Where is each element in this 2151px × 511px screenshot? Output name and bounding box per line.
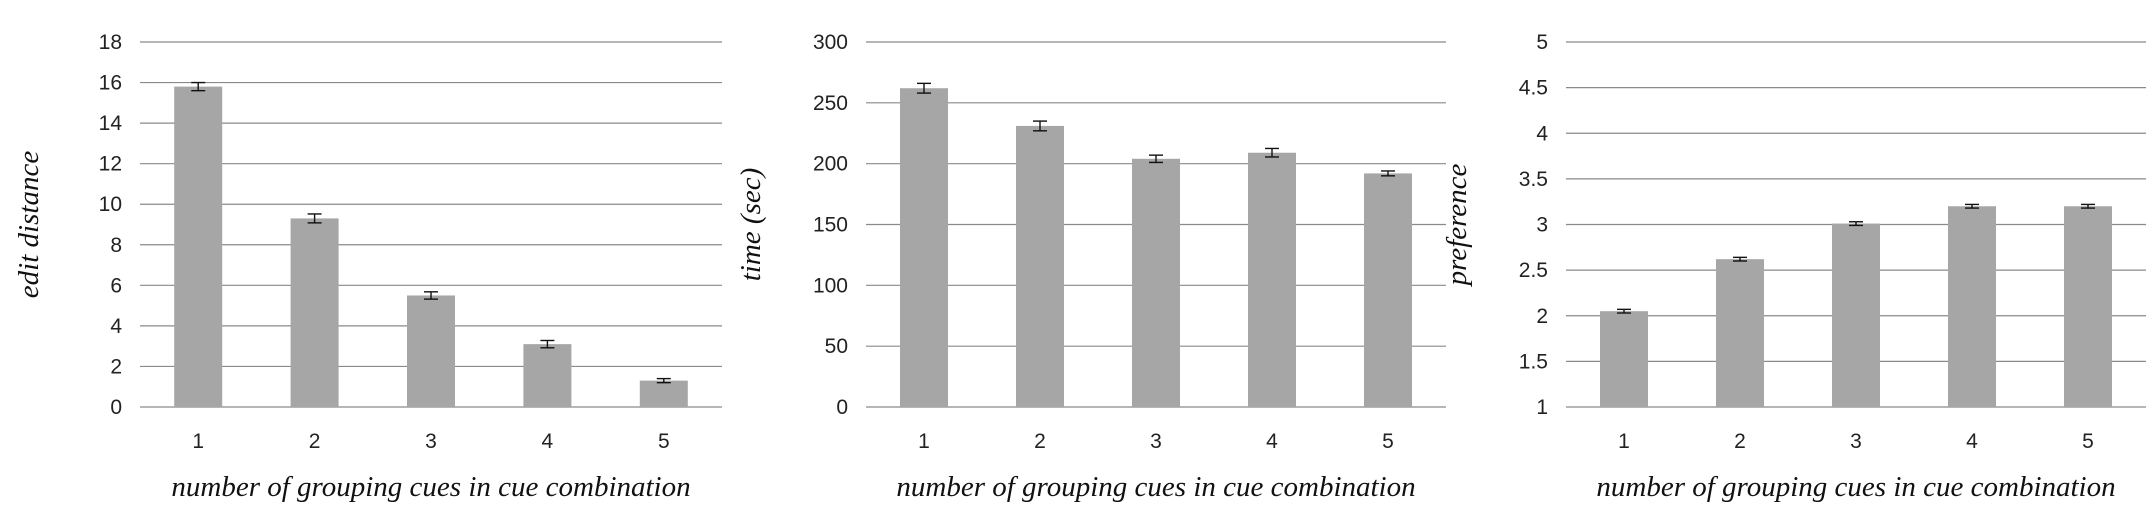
x-tick-label: 3: [425, 430, 437, 453]
bar: [639, 380, 688, 407]
x-axis-title: number of grouping cues in cue combinati…: [896, 471, 1415, 503]
error-bar: [307, 213, 322, 224]
bar: [523, 344, 572, 407]
error-bar: [917, 82, 931, 94]
bar: [2064, 206, 2112, 407]
error-bar: [424, 291, 438, 300]
x-axis-title: number of grouping cues in cue combinati…: [171, 471, 690, 503]
bar: [1716, 259, 1764, 407]
error-bar: [1617, 308, 1631, 314]
chart-panel-3: 1 1.5 2 2.5 3 3.5 4 4.5 5 1 2 3 4 5 number of grouping…: [1441, 31, 2146, 503]
y-tick-label: 18: [99, 31, 122, 54]
y-tick-label: 16: [99, 72, 122, 95]
x-tick-label: 2: [1034, 430, 1046, 453]
x-tick-label: 3: [1150, 430, 1162, 453]
x-tick-label: 4: [1966, 430, 1978, 453]
y-tick-label: 0: [836, 396, 848, 419]
x-tick-label: 1: [192, 430, 204, 453]
bar: [1600, 311, 1648, 407]
y-tick-label: 4.5: [1519, 77, 1548, 100]
x-tick-label: 4: [1266, 430, 1278, 453]
y-tick-label: 1.5: [1519, 350, 1548, 373]
y-tick-label: 2.5: [1519, 259, 1548, 282]
x-tick-label: 5: [658, 430, 670, 453]
bar: [407, 295, 455, 407]
bar: [174, 86, 223, 407]
error-bar: [1149, 154, 1163, 164]
error-bar: [1265, 147, 1279, 158]
bar: [1832, 223, 1880, 407]
x-tick-label: 2: [1734, 430, 1746, 453]
x-tick-label: 1: [918, 430, 930, 453]
y-tick-label: 8: [110, 234, 122, 257]
error-bar: [540, 339, 555, 349]
y-tick-label: 200: [813, 153, 848, 176]
error-bar: [2081, 203, 2095, 209]
x-tick-label: 5: [1382, 430, 1394, 453]
y-tick-label: 10: [99, 193, 122, 216]
y-tick-label: 6: [110, 274, 122, 297]
x-tick-label: 5: [2082, 430, 2094, 453]
y-tick-label: 2: [1536, 305, 1548, 328]
bar: [1948, 206, 1996, 407]
error-bar: [1033, 120, 1047, 132]
error-bar: [656, 377, 671, 384]
x-axis-title: number of grouping cues in cue combinati…: [1596, 471, 2115, 503]
y-axis-title: time (sec): [735, 168, 767, 282]
error-bar: [1381, 170, 1395, 177]
bar: [290, 218, 339, 407]
y-tick-label: 50: [825, 335, 848, 358]
bar: [1132, 158, 1180, 407]
error-bar: [1965, 203, 1979, 209]
x-tick-label: 4: [542, 430, 554, 453]
y-tick-label: 14: [99, 112, 123, 135]
error-bar: [1733, 256, 1747, 262]
y-tick-label: 5: [1536, 31, 1548, 54]
y-tick-label: 300: [813, 31, 848, 54]
x-tick-label: 1: [1618, 430, 1630, 453]
y-axis-title: edit distance: [13, 151, 45, 299]
y-tick-label: 100: [813, 274, 848, 297]
x-tick-label: 2: [309, 430, 321, 453]
error-bar: [191, 81, 206, 92]
bar: [1016, 125, 1064, 407]
error-bar: [1849, 221, 1863, 227]
y-tick-label: 2: [110, 355, 122, 378]
bar: [1248, 152, 1296, 407]
y-tick-label: 4: [1536, 122, 1548, 145]
y-tick-label: 12: [99, 153, 122, 176]
x-tick-label: 3: [1850, 430, 1862, 453]
y-tick-label: 0: [110, 396, 122, 419]
bar: [1364, 173, 1412, 407]
bar: [900, 88, 948, 407]
chart-panel-2: 0 50 100 150 200 250 300 1 2 3 4 5 number of groupin…: [735, 31, 1446, 503]
y-tick-label: 3: [1536, 214, 1548, 237]
y-tick-label: 1: [1536, 396, 1548, 419]
y-axis-title: preference: [1441, 163, 1473, 287]
y-tick-label: 3.5: [1519, 168, 1548, 191]
y-tick-label: 150: [813, 214, 848, 237]
y-tick-label: 250: [813, 92, 848, 115]
y-tick-label: 4: [110, 315, 122, 338]
